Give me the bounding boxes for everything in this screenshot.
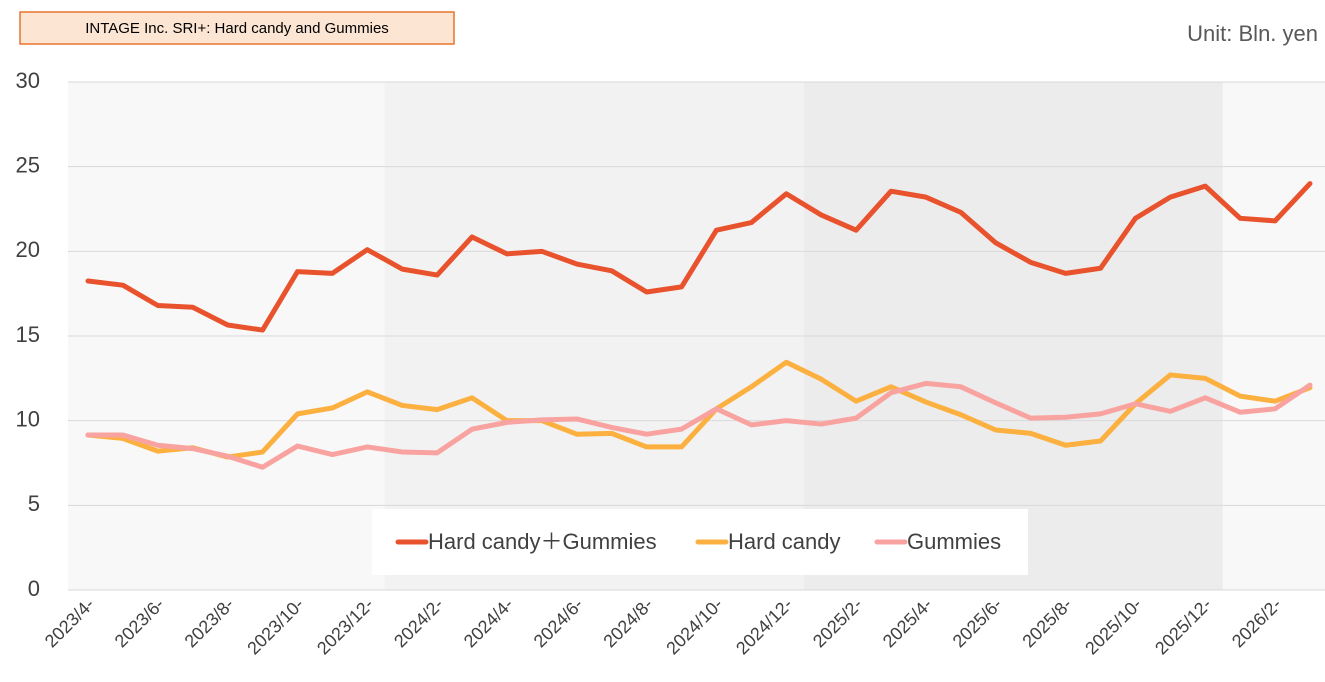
- series-line: [85, 359, 1313, 460]
- y-tick-label: 15: [16, 322, 40, 347]
- x-tick-label: 2023/6-: [111, 594, 168, 651]
- title-box: [19, 11, 455, 45]
- y-tick-label: 20: [16, 237, 40, 262]
- x-tick-label: 2024/8-: [599, 594, 656, 651]
- unit-label: Unit: Bln. yen: [1187, 21, 1318, 46]
- x-tick-label: 2025/12-: [1151, 594, 1215, 658]
- x-tick-label: 2025/8-: [1018, 594, 1075, 651]
- legend-label: Gummies: [907, 529, 1001, 554]
- x-tick-label: 2024/4-: [460, 594, 517, 651]
- x-tick-label: 2025/6-: [949, 594, 1006, 651]
- legend-label: Hard candy＋Gummies: [428, 529, 657, 554]
- series-line: [85, 380, 1313, 470]
- y-tick-label: 25: [16, 152, 40, 177]
- y-tick-label: 0: [28, 576, 40, 601]
- x-tick-label: 2024/10-: [662, 594, 726, 658]
- x-tick-label: 2024/2-: [390, 594, 447, 651]
- x-tick-label: 2024/12-: [732, 594, 796, 658]
- series-line: [85, 181, 1313, 333]
- x-tick-label: 2023/4-: [41, 594, 98, 651]
- x-tick-label: 2025/4-: [879, 594, 936, 651]
- x-tick-label: 2025/2-: [809, 594, 866, 651]
- y-tick-label: 30: [16, 68, 40, 93]
- y-tick-label: 5: [28, 491, 40, 516]
- x-tick-label: 2023/8-: [181, 594, 238, 651]
- y-tick-label: 10: [16, 406, 40, 431]
- x-tick-label: 2026/2-: [1228, 594, 1285, 651]
- chart-title: INTAGE Inc. SRI+: Hard candy and Gummies: [85, 20, 389, 37]
- x-tick-label: 2023/12-: [313, 594, 377, 658]
- x-tick-label: 2023/10-: [243, 594, 307, 658]
- x-tick-label: 2025/10-: [1081, 594, 1145, 658]
- x-tick-label: 2024/6-: [530, 594, 587, 651]
- legend-label: Hard candy: [728, 529, 841, 554]
